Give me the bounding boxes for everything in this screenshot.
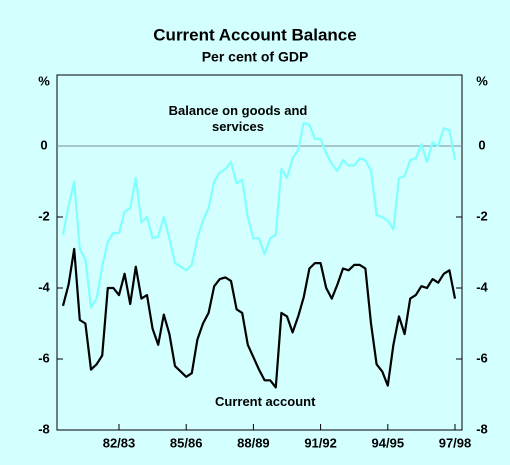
series-line <box>61 121 457 309</box>
y-tick-label: -4 <box>38 279 50 294</box>
x-tick-label: 97/98 <box>439 435 472 450</box>
series-label: Current account <box>215 394 316 409</box>
plot-frame <box>56 74 463 431</box>
y-tick-label: -6 <box>38 350 50 365</box>
y-unit-right: % <box>476 73 488 88</box>
x-tick-label: 91/92 <box>304 435 337 450</box>
chart-title: Current Account Balance <box>153 25 356 44</box>
y2-tick-label: -6 <box>476 350 488 365</box>
y2-tick-label: -4 <box>476 279 488 294</box>
x-tick-label: 85/86 <box>170 435 203 450</box>
y2-tick-label: -2 <box>476 208 488 223</box>
series-label: Balance on goods and services <box>168 103 308 134</box>
y2-tick-label: 0 <box>478 137 485 152</box>
y-tick-label: -8 <box>38 421 50 436</box>
y2-tick-label: -8 <box>476 421 488 436</box>
y-tick-label: 0 <box>40 137 47 152</box>
x-tick-label: 82/83 <box>103 435 136 450</box>
x-tick-label: 88/89 <box>237 435 270 450</box>
y-unit-left: % <box>38 73 50 88</box>
y-tick-label: -2 <box>38 208 50 223</box>
x-tick-label: 94/95 <box>372 435 405 450</box>
chart-subtitle: Per cent of GDP <box>202 49 309 65</box>
series-line <box>61 247 457 389</box>
